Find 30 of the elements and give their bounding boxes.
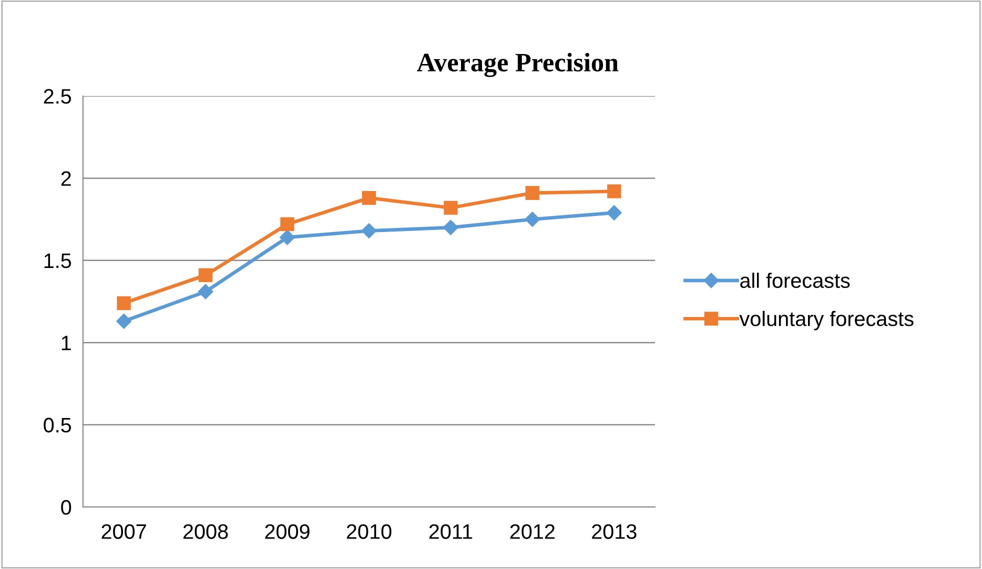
x-tick-label: 2011 — [429, 524, 472, 539]
point — [116, 296, 131, 310]
legend-label: voluntary forecasts — [739, 310, 914, 330]
legend-label: all forecasts — [740, 272, 850, 288]
x-tick-label: 2012 — [510, 524, 555, 539]
point — [280, 217, 294, 232]
point — [198, 284, 214, 300]
point — [443, 220, 458, 236]
y-tick-label: 1.5 — [44, 254, 72, 268]
point — [607, 184, 622, 198]
x-tick-label: 2013 — [592, 524, 636, 539]
point — [606, 205, 622, 220]
y-tick-label: 0 — [61, 500, 72, 515]
point — [198, 268, 213, 282]
y-tick-label: 0.5 — [44, 418, 72, 433]
chart-title: Average Precision — [416, 52, 618, 78]
y-tick-label: 1 — [62, 336, 71, 350]
y-tick-label: 2 — [61, 171, 71, 186]
y-tick-label: 2.5 — [44, 89, 72, 104]
point — [525, 186, 540, 200]
point — [524, 212, 540, 227]
point — [116, 314, 132, 329]
point — [280, 230, 295, 245]
x-tick-label: 2010 — [346, 524, 392, 539]
x-tick-label: 2009 — [265, 524, 310, 539]
x-tick-label: 2008 — [183, 524, 228, 539]
point — [361, 223, 377, 238]
point — [362, 190, 376, 205]
x-tick-label: 2007 — [102, 524, 146, 539]
point — [444, 200, 458, 215]
